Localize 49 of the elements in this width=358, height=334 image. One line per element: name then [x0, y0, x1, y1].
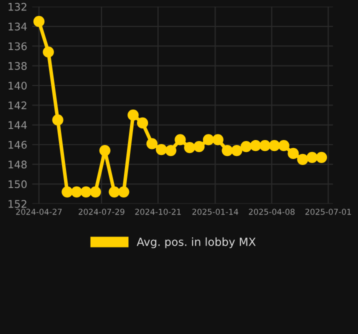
x-tick-label: 2024-07-29: [78, 208, 124, 215]
y-tick-label: 140: [8, 82, 27, 90]
y-tick-label: 138: [8, 62, 27, 70]
x-tick-label: 2024-04-27: [16, 208, 62, 215]
point: [250, 140, 262, 152]
point: [278, 140, 290, 152]
point: [80, 186, 92, 198]
y-tick-label: 146: [8, 140, 27, 149]
point: [71, 186, 82, 198]
point: [128, 110, 139, 121]
point: [165, 144, 176, 156]
point: [202, 134, 214, 146]
point: [136, 117, 148, 128]
point: [146, 138, 158, 150]
point: [231, 144, 242, 156]
y-tick-label: 148: [8, 160, 27, 168]
y-tick-label: 152: [8, 200, 26, 208]
x-tick-label: 2025-01-14: [192, 208, 238, 215]
point: [240, 141, 252, 152]
x-tick-label: 2025-07-01: [305, 208, 351, 215]
point: [222, 144, 233, 156]
point: [194, 141, 205, 152]
point: [316, 152, 328, 163]
y-tick-label: 144: [8, 121, 27, 129]
y-tick-label: 136: [8, 42, 27, 50]
x-tick-label: 2024-10-21: [135, 208, 181, 215]
point: [297, 154, 308, 165]
point: [42, 46, 54, 58]
point: [156, 144, 167, 156]
y-tick-label: 132: [8, 2, 26, 11]
point: [62, 186, 73, 198]
point: [174, 134, 186, 146]
point: [259, 140, 271, 152]
y-tick-label: 134: [8, 22, 27, 30]
point: [212, 134, 224, 146]
point: [52, 114, 64, 126]
point: [90, 186, 102, 198]
point: [288, 148, 299, 160]
legend-label: Avg. pos. in lobby MX: [136, 237, 256, 248]
point: [118, 186, 130, 198]
point: [184, 142, 196, 154]
point: [108, 186, 120, 198]
point: [99, 144, 110, 156]
point: [33, 16, 45, 28]
y-tick-label: 142: [8, 101, 26, 110]
x-tick-label: 2025-04-08: [248, 208, 295, 215]
point: [268, 140, 280, 152]
point: [306, 152, 318, 163]
y-tick-label: 150: [8, 180, 27, 188]
